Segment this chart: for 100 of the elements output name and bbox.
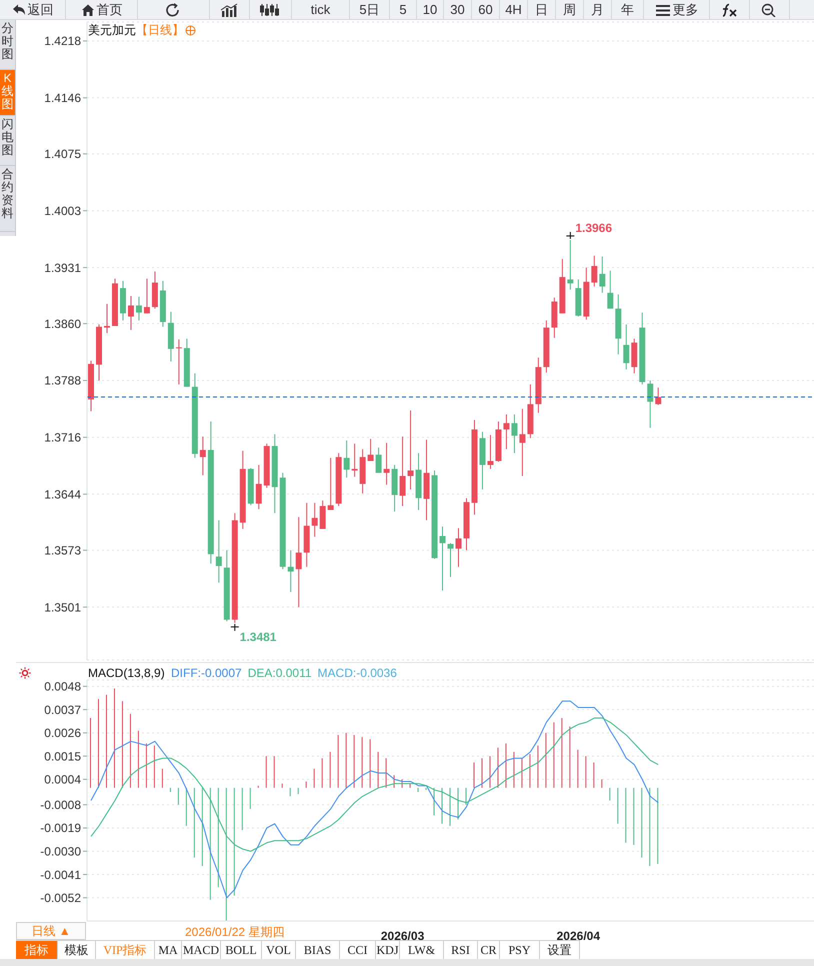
y-tick-label: 1.4146: [44, 91, 82, 106]
candlestick: [647, 380, 654, 428]
y-tick-label: 1.4003: [44, 204, 82, 218]
candlestick: [128, 295, 134, 330]
text: PSY: [500, 941, 540, 959]
y-tick-label: 0.0048: [44, 680, 82, 694]
line-series: [90, 700, 659, 898]
candlestick: [320, 500, 326, 530]
candlestick: [344, 440, 350, 478]
candlestick: [567, 239, 574, 290]
candlestick: [455, 528, 462, 568]
text: DIFF:-0.0007: [171, 666, 242, 680]
y-tick-label: 1.3860: [44, 316, 82, 331]
candlestick: [487, 434, 494, 470]
chart-title: MACD(13,8,9): [88, 666, 165, 680]
y-tick-label: -0.0030: [40, 844, 82, 858]
text: BOLL: [221, 941, 262, 959]
candlestick: [200, 436, 206, 476]
text: 60: [478, 2, 493, 17]
y-tick-label: 0.0015: [44, 749, 82, 764]
text: K线图: [0, 70, 15, 116]
text: 年: [621, 0, 634, 18]
candlestick: [408, 410, 414, 490]
x-tick-label: 2026/03: [380, 929, 425, 943]
y-tick-label: -0.0041: [40, 868, 82, 882]
text: CCI: [340, 941, 376, 959]
text: 周: [563, 0, 576, 18]
text: VOL: [262, 941, 296, 959]
x-tick-label: 2026/04: [556, 929, 600, 943]
text: 2026/01/22 星期四: [185, 924, 284, 941]
candlestick: [136, 296, 142, 321]
y-tick-label: 0.0037: [44, 702, 82, 717]
y-tick-label: 1.4218: [44, 34, 82, 48]
text: 模板: [58, 941, 96, 959]
candlestick: [655, 387, 662, 406]
y-tick-label: 1.3788: [44, 374, 82, 388]
text: 指标: [16, 941, 58, 959]
candlestick: [607, 270, 614, 310]
text: DEA:0.0011: [248, 666, 312, 680]
text: 10: [422, 2, 438, 17]
y-tick-label: 1.4075: [44, 147, 82, 162]
text: BIAS: [296, 941, 340, 959]
chart-title: 美元加元: [88, 22, 136, 39]
candlestick: [400, 436, 406, 507]
candlestick: [288, 550, 294, 593]
text: 首页: [96, 0, 122, 18]
candlestick: [376, 447, 382, 474]
candlestick: [256, 464, 262, 510]
candlestick: [216, 520, 222, 584]
candlestick: [448, 542, 454, 578]
text: LW&: [400, 941, 444, 959]
candlestick: [176, 338, 182, 385]
candlestick: [511, 414, 518, 454]
candlestick: [384, 442, 390, 486]
text: 5: [399, 2, 407, 17]
y-tick-label: -0.0052: [40, 891, 82, 906]
text: VIP指标: [96, 941, 155, 959]
candlestick: [104, 303, 110, 334]
candlestick: [440, 526, 446, 592]
chart-subtitle: 【日线】: [136, 22, 184, 39]
text: 4H: [505, 2, 522, 17]
candlestick: [591, 255, 598, 288]
candlestick: [296, 516, 302, 608]
y-tick-label: -0.0019: [40, 821, 82, 836]
y-tick-label: 0.0004: [44, 772, 82, 787]
text: MACD: [182, 941, 221, 959]
text: 设置: [540, 941, 580, 959]
y-tick-label: -0.0008: [40, 798, 82, 812]
candlestick: [623, 324, 630, 370]
candlestick: [312, 502, 318, 538]
text: 日线 ▲: [16, 922, 86, 940]
text: 月: [591, 0, 604, 18]
annotation: 1.3966: [575, 220, 612, 235]
y-tick-label: 1.3931: [44, 260, 82, 275]
candlestick: [599, 256, 606, 294]
y-tick-label: 0.0026: [44, 726, 82, 740]
text: 日: [535, 0, 548, 18]
text: MA: [155, 941, 182, 959]
text: RSI: [444, 941, 478, 959]
text: 更多: [672, 0, 698, 18]
text: 返回: [28, 0, 54, 18]
text: 合约资料: [0, 166, 15, 232]
annotation: MACD:-0.0036: [318, 666, 397, 680]
candlestick: [144, 278, 150, 314]
text: 分时图: [0, 20, 15, 70]
text: tick: [310, 2, 330, 17]
text: 5日: [359, 0, 380, 18]
y-tick-label: 1.3716: [44, 430, 82, 445]
candlestick: [519, 408, 526, 477]
candlestick: [503, 414, 510, 450]
text: 闪电图: [0, 116, 15, 166]
text: 30: [450, 2, 465, 17]
annotation: 1.3481: [240, 630, 277, 644]
candlestick: [368, 438, 374, 462]
candlestick: [328, 457, 334, 510]
y-tick-label: 1.3573: [44, 544, 82, 558]
text: CR: [478, 941, 500, 959]
text: KDJ: [376, 941, 400, 959]
line-series: [90, 718, 659, 852]
candlestick: [352, 443, 358, 478]
